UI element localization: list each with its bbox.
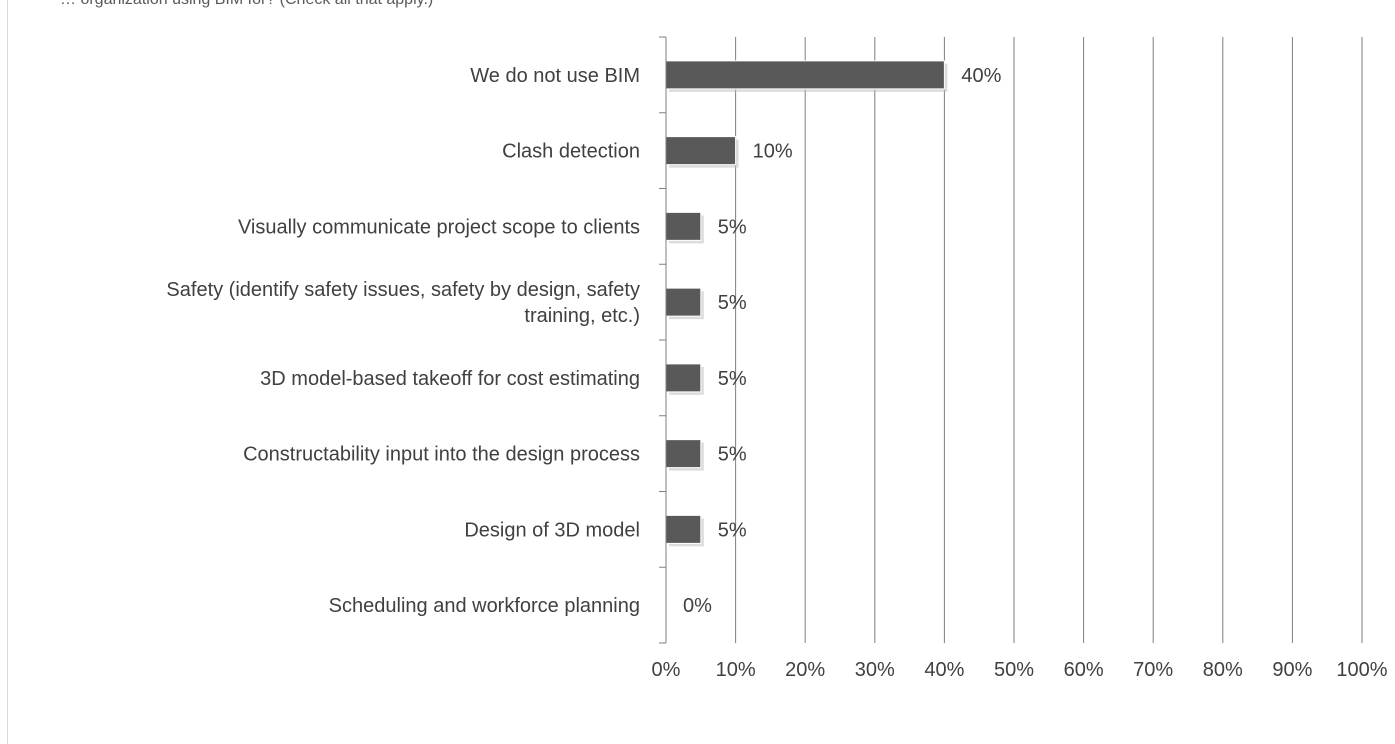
question-text: … organization using BIM for? (Check all… [60, 0, 433, 9]
x-tick-label: 60% [1064, 659, 1104, 681]
bar [665, 136, 737, 166]
category-label: Design of 3D model [464, 519, 640, 541]
bar-value-label: 0% [683, 595, 712, 617]
bar [665, 287, 702, 317]
category-label: 3D model-based takeoff for cost estimati… [260, 368, 640, 390]
x-tick-label: 0% [652, 659, 681, 681]
bar-value-label: 5% [718, 292, 747, 314]
bar-value-label: 5% [718, 368, 747, 390]
category-label: training, etc.) [524, 305, 640, 327]
grid-layer [735, 37, 1363, 643]
bar-value-label: 10% [753, 141, 793, 163]
frame-left-border [7, 0, 8, 744]
x-tick-label: 80% [1203, 659, 1243, 681]
x-tick-label: 70% [1133, 659, 1173, 681]
category-label: Scheduling and workforce planning [329, 595, 640, 617]
bar-value-label: 40% [961, 65, 1001, 87]
category-label: Visually communicate project scope to cl… [238, 216, 640, 238]
x-tick-label: 10% [716, 659, 756, 681]
bar [665, 60, 945, 90]
bar-value-label: 5% [718, 519, 747, 541]
category-label: Safety (identify safety issues, safety b… [166, 279, 640, 301]
x-tick-label: 20% [785, 659, 825, 681]
x-tick-label: 40% [924, 659, 964, 681]
bar [665, 363, 702, 393]
bar [665, 514, 702, 544]
bars-layer [665, 60, 948, 547]
x-tick-label: 50% [994, 659, 1034, 681]
bar [665, 211, 702, 241]
x-tick-label: 90% [1272, 659, 1312, 681]
labels-layer: 0% 10% 20% 30% 40% 50% 60% 70% 80% 90% 100% 40% We d… [166, 65, 1387, 681]
x-tick-label: 100% [1336, 659, 1387, 681]
category-label: Clash detection [502, 141, 640, 163]
category-label: We do not use BIM [470, 65, 640, 87]
x-tick-label: 30% [855, 659, 895, 681]
category-label: Constructability input into the design p… [243, 444, 640, 466]
bar-value-label: 5% [718, 444, 747, 466]
axis-layer [659, 36, 667, 644]
bar-value-label: 5% [718, 216, 747, 238]
bar [665, 439, 702, 469]
